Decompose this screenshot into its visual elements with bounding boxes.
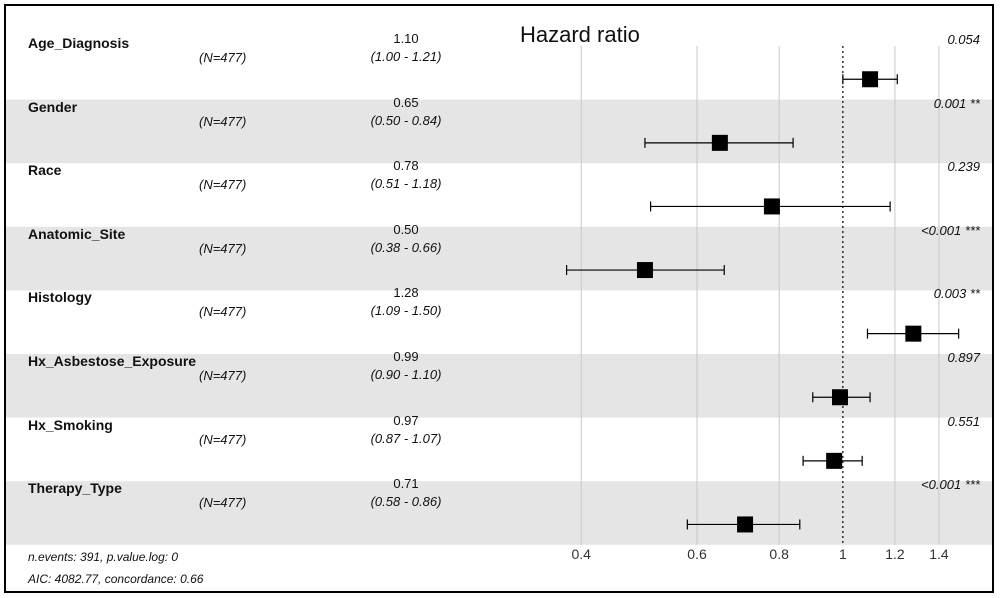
p-value-1: 0.001 ** [933, 95, 980, 111]
variable-name-7: Therapy_Type [28, 480, 122, 497]
forest-plot-frame: 0.4 0.6 0.8 1 1.2 1.4 Hazard ratio Age_Diagno… [4, 4, 994, 593]
x-tick-label-1: 0.6 [687, 546, 707, 562]
x-tick-label-0: 0.4 [572, 546, 592, 562]
p-value-5: 0.897 [947, 350, 980, 365]
variable-name-3: Anatomic_Site [28, 225, 126, 242]
p-value-4: 0.003 ** [933, 286, 980, 302]
variable-name-1: Gender [28, 98, 78, 115]
hr-marker-1 [711, 134, 728, 151]
n-label-3: (N=477) [199, 240, 247, 256]
variable-name-2: Race [28, 162, 62, 179]
footer-events: n.events: 391, p.value.log: 0 [28, 550, 179, 564]
n-label-6: (N=477) [199, 431, 247, 447]
x-tick-label-2: 0.8 [769, 546, 789, 562]
hr-marker-5 [831, 389, 848, 406]
p-value-2: 0.239 [947, 159, 980, 175]
variable-name-6: Hx_Smoking [28, 416, 113, 433]
row-stripe-1 [6, 99, 992, 164]
variable-name-5: Hx_Asbestose_Exposure [28, 353, 197, 369]
chart-title: Hazard ratio [520, 22, 640, 47]
row-stripe-7 [6, 481, 992, 545]
hr-marker-4 [905, 325, 922, 342]
row-stripe-5 [6, 354, 992, 418]
x-tick-label-5: 1.4 [929, 546, 949, 562]
x-tick-label-4: 1.2 [885, 546, 905, 562]
hr-marker-7 [737, 516, 754, 533]
hr-marker-2 [763, 198, 780, 215]
n-label-1: (N=477) [199, 113, 247, 129]
hr-marker-0 [862, 71, 879, 88]
p-value-3: <0.001 *** [921, 222, 980, 238]
p-value-7: <0.001 *** [921, 477, 980, 493]
n-label-4: (N=477) [199, 304, 247, 320]
p-value-6: 0.551 [947, 413, 980, 429]
n-label-2: (N=477) [199, 177, 247, 193]
n-label-5: (N=477) [199, 368, 247, 383]
x-tick-label-3: 1 [839, 546, 847, 562]
p-value-0: 0.054 [947, 32, 980, 47]
n-label-7: (N=477) [199, 495, 247, 511]
hr-marker-3 [636, 262, 653, 279]
variable-name-4: Histology [28, 289, 92, 306]
row-stripe-3 [6, 226, 992, 291]
footer-aic: AIC: 4082.77, concordance: 0.66 [28, 572, 204, 586]
forest-plot-svg: 0.4 0.6 0.8 1 1.2 1.4 [6, 46, 992, 562]
variable-name-0: Age_Diagnosis [28, 35, 130, 51]
hr-marker-6 [826, 452, 843, 469]
n-label-0: (N=477) [199, 50, 247, 65]
